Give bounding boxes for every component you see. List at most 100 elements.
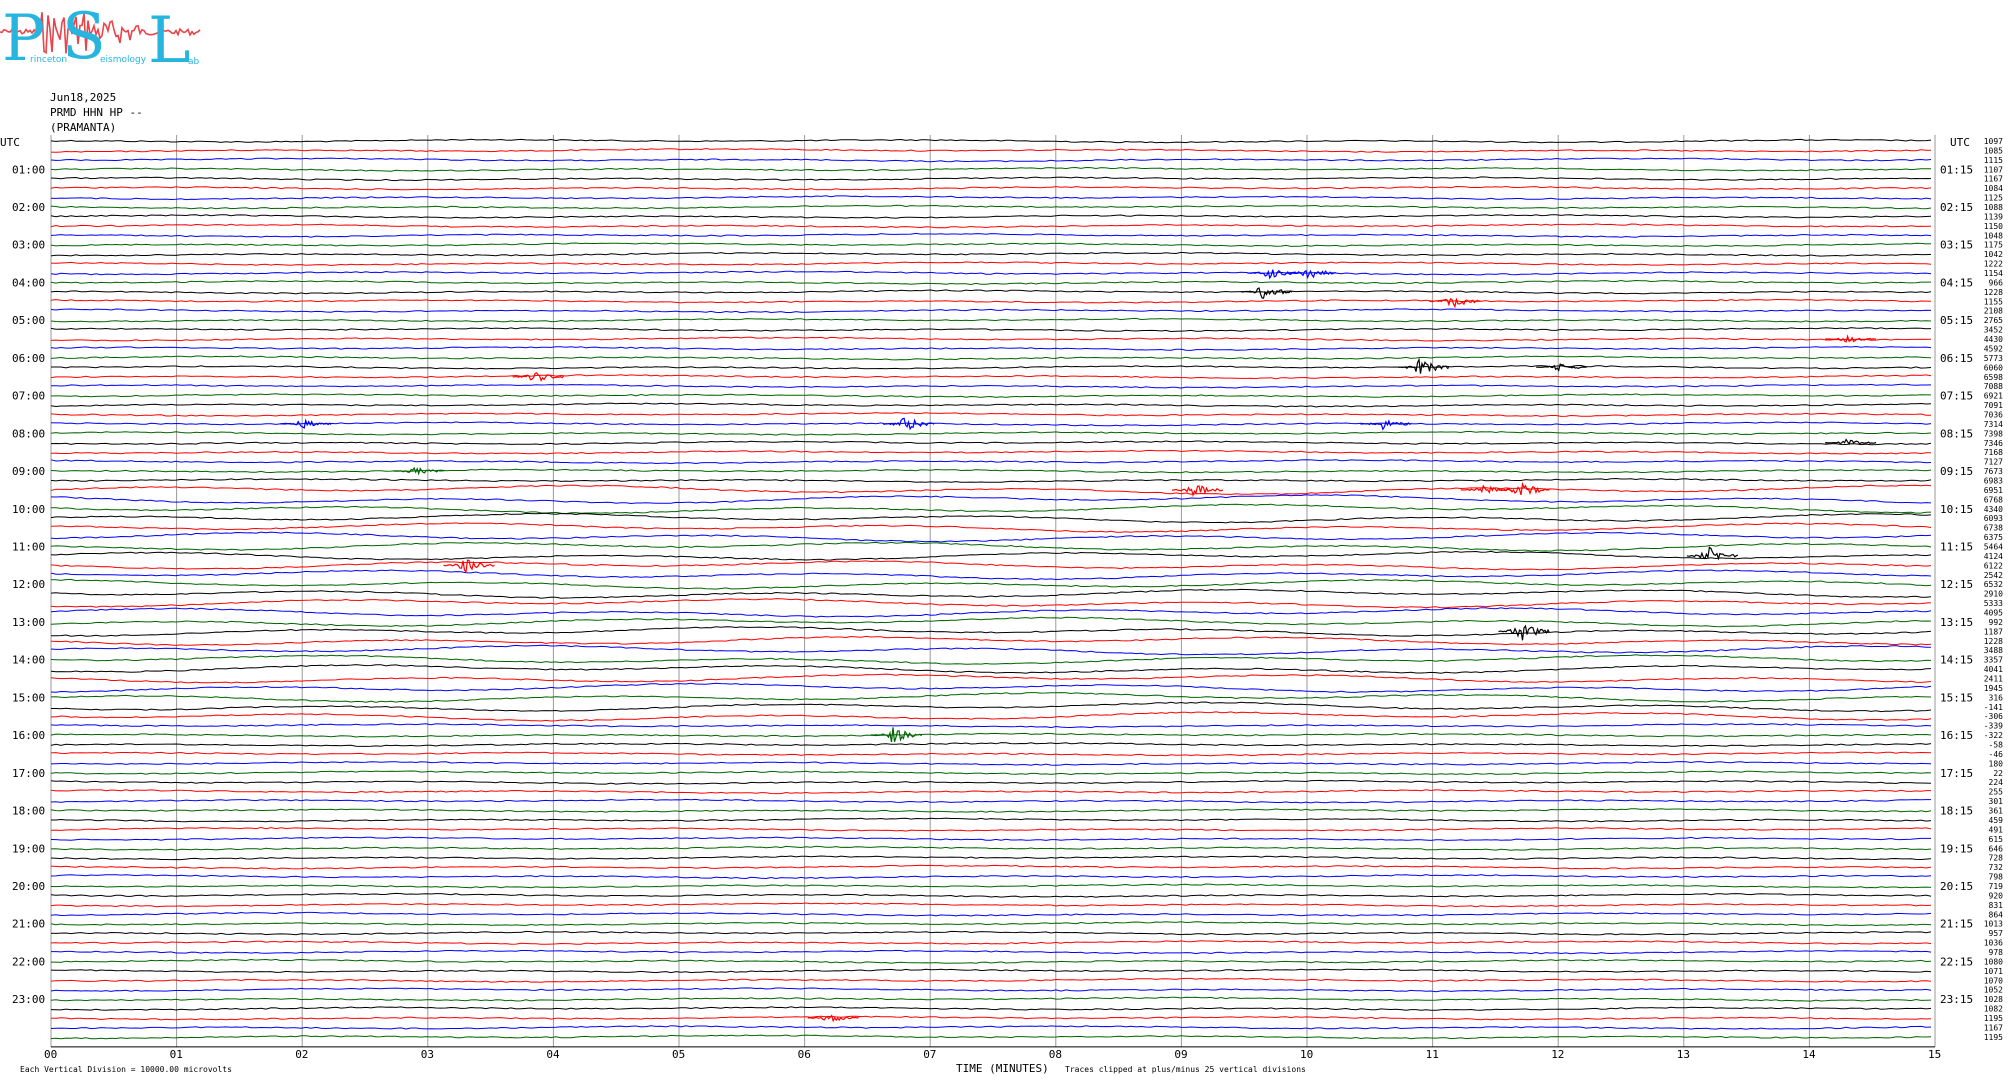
event-burst-7 (512, 372, 565, 382)
right-hour-label: 22:15 (1940, 955, 1973, 968)
x-tick-label: 12 (1551, 1048, 1564, 1061)
trace-offset-label: 224 (1989, 778, 2004, 787)
trace-line-7 (50, 204, 1932, 210)
x-tick-label: 10 (1300, 1048, 1313, 1061)
event-burst-8 (280, 418, 332, 429)
event-burst-15 (1498, 481, 1550, 496)
trace-offset-label: 7088 (1984, 382, 2003, 391)
trace-offset-label: 7127 (1984, 458, 2003, 467)
trace-offset-label: 6951 (1984, 486, 2003, 495)
trace-line-11 (50, 242, 1932, 247)
trace-offset-label: 719 (1989, 882, 2004, 891)
x-tick-label: 07 (923, 1048, 936, 1061)
right-hour-label: 18:15 (1940, 805, 1973, 818)
x-tick-label: 02 (295, 1048, 308, 1061)
right-hour-label: 16:15 (1940, 729, 1973, 742)
psl-logo: P S L rinceton eismology ab (0, 0, 201, 75)
trace-line-89 (50, 977, 1932, 983)
trace-offset-label: 1167 (1984, 1023, 2003, 1032)
trace-offset-label: 4340 (1984, 505, 2003, 514)
event-burst-17 (1686, 546, 1739, 561)
trace-line-90 (50, 987, 1932, 993)
trace-offset-label: 6375 (1984, 533, 2003, 542)
right-hour-label: 17:15 (1940, 767, 1973, 780)
logo-word-eismology: eismology (100, 55, 147, 65)
trace-line-22 (50, 345, 1932, 351)
right-hour-label: 08:15 (1940, 427, 1973, 440)
trace-offset-label: 1036 (1984, 939, 2003, 948)
left-hour-label: 01:00 (12, 163, 45, 176)
trace-offset-label: 1042 (1984, 250, 2003, 259)
trace-line-93 (51, 1015, 1932, 1021)
trace-offset-label: 3488 (1984, 646, 2003, 655)
x-tick-label: 08 (1049, 1048, 1062, 1061)
trace-offset-label: 966 (1989, 278, 2004, 287)
trace-line-75 (50, 845, 1932, 851)
right-hour-label: 04:15 (1940, 276, 1973, 289)
left-hour-label: 05:00 (12, 314, 45, 327)
trace-offset-label: 1071 (1984, 967, 2003, 976)
right-hour-label: 06:15 (1940, 352, 1973, 365)
event-burst-5 (1397, 357, 1450, 374)
event-burst-6 (1536, 363, 1588, 372)
trace-offset-label: 7673 (1984, 467, 2003, 476)
trace-offset-label: 732 (1989, 863, 2004, 872)
trace-line-87 (51, 958, 1932, 964)
trace-line-23 (50, 355, 1932, 361)
trace-line-61 (51, 711, 1932, 722)
x-tick-label: 13 (1677, 1048, 1690, 1061)
trace-offset-label: 1125 (1984, 194, 2003, 203)
trace-offset-label: 301 (1989, 797, 2004, 806)
trace-offset-label: 7036 (1984, 410, 2003, 419)
left-hour-label: 17:00 (12, 767, 45, 780)
logo-letter-l: L (148, 4, 191, 75)
trace-offset-label: 4095 (1984, 609, 2003, 618)
trace-line-85 (50, 940, 1932, 945)
right-hour-label: 15:15 (1940, 691, 1973, 704)
left-hour-label: 02:00 (12, 201, 45, 214)
trace-line-63 (50, 732, 1932, 738)
left-hour-label: 07:00 (12, 390, 45, 403)
left-hour-labels: 01:00 02:00 03:00 04:00 05:00 06:00 07:00 08:00… (12, 163, 45, 1006)
trace-offset-label: 920 (1989, 891, 2004, 900)
right-hour-label: 13:15 (1940, 616, 1973, 629)
trace-offset-label: 22 (1993, 769, 2003, 778)
left-utc-label: UTC (0, 136, 20, 149)
x-tick-label: 04 (546, 1048, 560, 1061)
trace-line-40 (50, 512, 1932, 524)
trace-offset-label: 1080 (1984, 957, 2003, 966)
logo-word-rinceton: rinceton (30, 55, 67, 65)
trace-line-3 (50, 166, 1932, 172)
event-burst-10 (1360, 419, 1412, 431)
trace-line-1 (50, 147, 1932, 153)
trace-line-26 (51, 383, 1932, 389)
x-tick-labels: 00 01 02 03 04 05 06 07 08 09 10 11 12 13 14 15 (44, 1048, 1941, 1061)
trace-offset-label: 7168 (1984, 448, 2003, 457)
trace-offset-label: 1150 (1984, 222, 2003, 231)
trace-line-81 (50, 902, 1932, 908)
trace-line-92 (50, 1006, 1932, 1011)
x-tick-label: 11 (1426, 1048, 1439, 1061)
trace-line-82 (50, 911, 1932, 917)
event-burst-20 (807, 1014, 859, 1023)
trace-offset-label: 1028 (1984, 995, 2003, 1004)
left-hour-label: 09:00 (12, 465, 45, 478)
left-hour-label: 10:00 (12, 503, 45, 516)
trace-line-18 (50, 308, 1932, 314)
left-hour-label: 04:00 (12, 276, 45, 289)
trace-line-33 (50, 449, 1932, 455)
x-tick-label: 09 (1174, 1048, 1187, 1061)
event-bursts (280, 269, 1877, 1023)
trace-offset-label: 255 (1989, 788, 2004, 797)
trace-line-72 (51, 817, 1932, 823)
trace-line-58 (50, 682, 1932, 693)
trace-offset-label: 728 (1989, 854, 2004, 863)
trace-line-54 (50, 644, 1931, 656)
trace-offset-label: 6768 (1984, 495, 2003, 504)
right-hour-labels: 01:15 02:15 03:15 04:15 05:15 06:15 07:15 08:15… (1940, 163, 1973, 1006)
trace-offset-label: 1222 (1984, 260, 2003, 269)
trace-offset-label: 1187 (1984, 627, 2003, 636)
trace-line-66 (50, 761, 1932, 766)
trace-offset-label: 6598 (1984, 373, 2003, 382)
